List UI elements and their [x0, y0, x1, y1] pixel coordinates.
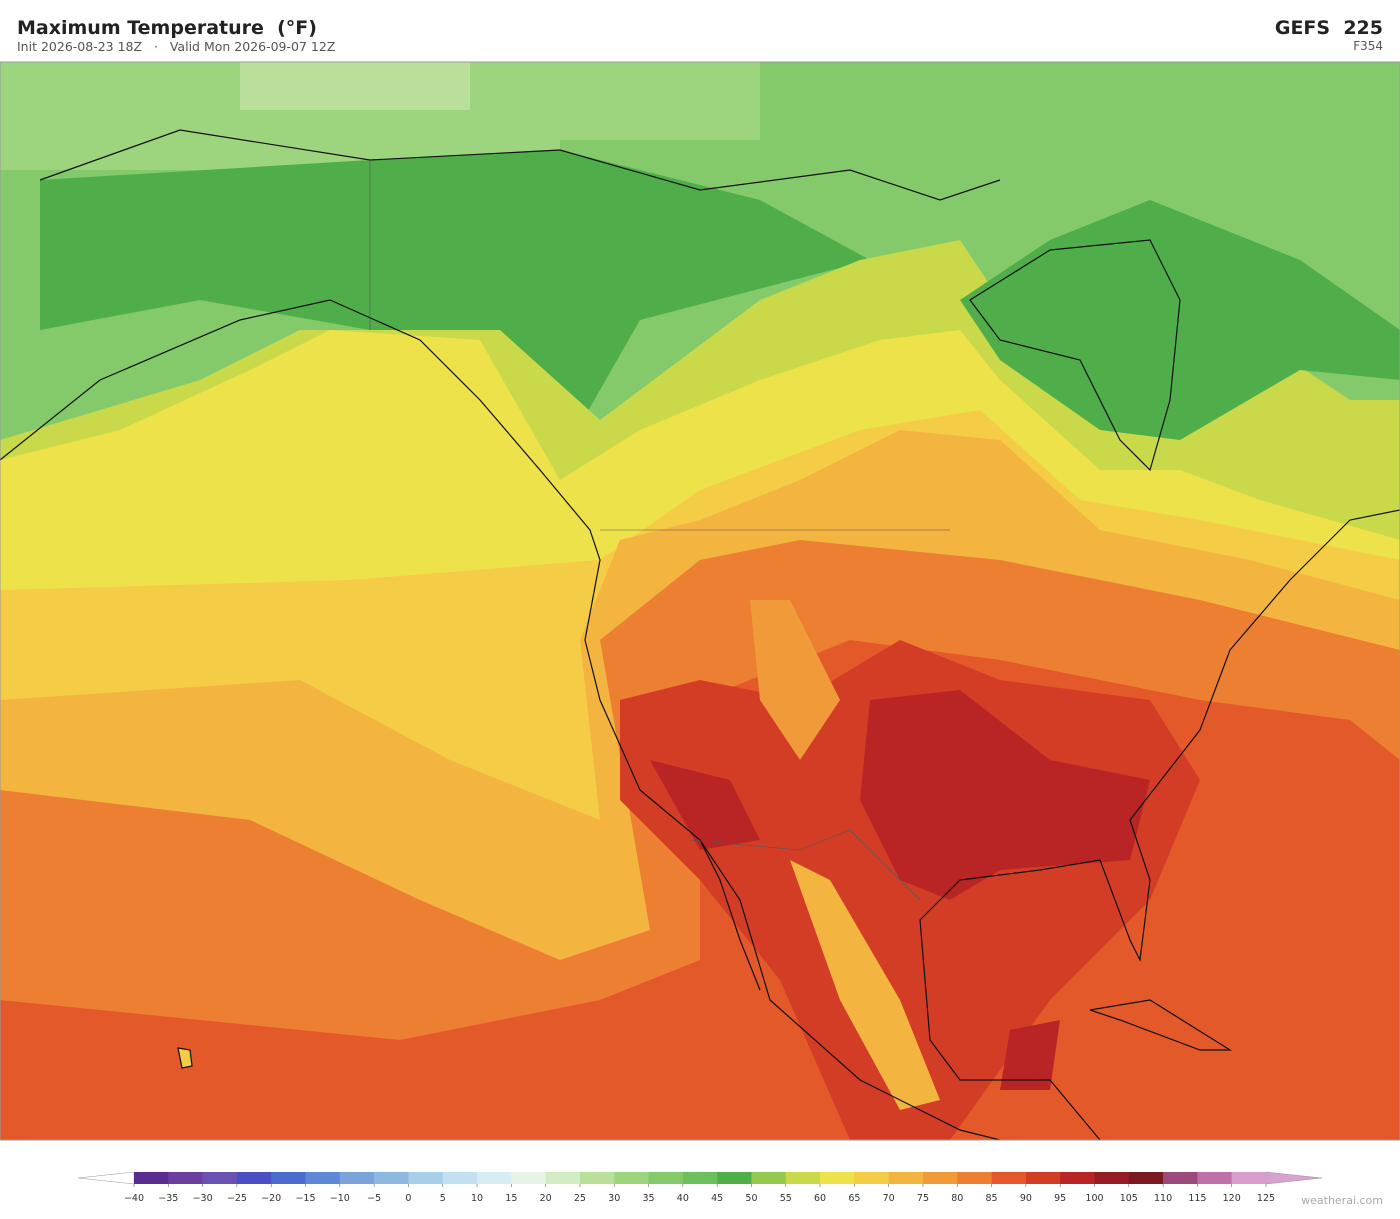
colorbar-swatch [579, 1172, 615, 1184]
colorbar-swatch [408, 1172, 444, 1184]
colorbar-swatch [134, 1172, 169, 1184]
borders [369, 160, 950, 901]
map-frame [0, 61, 1400, 1141]
colorbar-label: −20 [261, 1193, 281, 1204]
colorbar-label: −10 [330, 1193, 350, 1204]
colorbar-swatch [1060, 1172, 1095, 1184]
colorbar-label: 30 [608, 1193, 620, 1204]
colorbar-label: 45 [711, 1193, 723, 1204]
colorbar-swatch [374, 1172, 409, 1184]
field-area [790, 860, 940, 1110]
colorbar-label: −30 [193, 1193, 213, 1204]
colorbar-swatch [1197, 1172, 1232, 1184]
colorbar-swatch [854, 1172, 889, 1184]
colorbar-label: −15 [295, 1193, 315, 1204]
colorbar-swatch [1025, 1172, 1061, 1184]
field-area [0, 62, 760, 170]
colorbar-label: 55 [780, 1193, 792, 1204]
colorbar-label: 70 [883, 1193, 895, 1204]
colorbar-swatch [614, 1172, 649, 1184]
colorbar-swatch [477, 1172, 512, 1184]
colorbar-label: −35 [158, 1193, 178, 1204]
colorbar-label: 35 [642, 1193, 654, 1204]
colorbar-swatch [236, 1172, 272, 1184]
colorbar-swatch [888, 1172, 924, 1184]
field-area [1000, 1020, 1060, 1090]
colorbar-swatch [648, 1172, 684, 1184]
colorbar-swatch [820, 1172, 855, 1184]
colorbar-label: 25 [574, 1193, 586, 1204]
colorbar-swatch [339, 1172, 375, 1184]
colorbar-label: 125 [1257, 1193, 1275, 1204]
colorbar: −40 −35 −30 −25 −20 −15 −10 −5 0 5 10 15 20 25 30 35 40 4… [77, 1171, 1323, 1204]
colorbar-label: 60 [814, 1193, 826, 1204]
colorbar-label: 100 [1085, 1193, 1103, 1204]
colorbar-swatch [1163, 1172, 1198, 1184]
colorbar-swatch [922, 1172, 958, 1184]
colorbar-swatch [785, 1172, 821, 1184]
colorbar-label: 65 [848, 1193, 860, 1204]
colorbar-swatch [442, 1172, 478, 1184]
colorbar-label: 115 [1188, 1193, 1206, 1204]
colorbar-swatch [202, 1172, 238, 1184]
colorbar-swatch [717, 1172, 752, 1184]
colorbar-label: 5 [440, 1193, 446, 1204]
colorbar-label: −5 [367, 1193, 381, 1204]
colorbar-swatch [751, 1172, 787, 1184]
colorbar-swatch [271, 1172, 306, 1184]
colorbar-label: 0 [405, 1193, 411, 1204]
colorbar-swatch [991, 1172, 1027, 1184]
subtitle: Init 2026-08-23 18Z · Valid Mon 2026-09-… [17, 39, 335, 54]
field-area [750, 600, 840, 760]
colorbar-label: 110 [1154, 1193, 1172, 1204]
field-area [860, 690, 1150, 900]
colorbar-extend [1265, 1171, 1323, 1185]
field-area [960, 200, 1400, 440]
colorbar-swatch [545, 1172, 581, 1184]
colorbar-label: 75 [917, 1193, 929, 1204]
colorbar-label: 40 [677, 1193, 689, 1204]
colorbar-swatch [1094, 1172, 1130, 1184]
colorbar-swatch [1231, 1172, 1267, 1184]
colorbar-label: 120 [1223, 1193, 1241, 1204]
colorbar-extend [77, 1171, 135, 1185]
colorbar-swatch [682, 1172, 718, 1184]
colorbar-label: 50 [745, 1193, 757, 1204]
forecast-hour: F354 [1353, 39, 1383, 53]
colorbar-label: −40 [124, 1193, 144, 1204]
colorbar-swatch [168, 1172, 203, 1184]
field-area [40, 150, 870, 460]
colorbar-label: 10 [471, 1193, 483, 1204]
colorbar-label: 95 [1054, 1193, 1066, 1204]
title: Maximum Temperature (°F) [17, 17, 317, 39]
coastlines [0, 129, 1400, 1140]
colorbar-swatch [957, 1172, 992, 1184]
colorbar-swatch [1128, 1172, 1164, 1184]
field-area [240, 62, 470, 110]
colorbar-label: −25 [227, 1193, 247, 1204]
colorbar-label: 105 [1120, 1193, 1138, 1204]
colorbar-label: 90 [1020, 1193, 1032, 1204]
map [0, 61, 1400, 1141]
model-run: GEFS 225 [1275, 17, 1383, 39]
colorbar-label: 80 [951, 1193, 963, 1204]
watermark: weatherai.com [1301, 1194, 1383, 1207]
colorbar-label: 15 [505, 1193, 517, 1204]
colorbar-label: 85 [986, 1193, 998, 1204]
colorbar-label: 20 [540, 1193, 552, 1204]
field-area [650, 760, 760, 850]
colorbar-swatch [511, 1172, 546, 1184]
colorbar-swatch [305, 1172, 341, 1184]
